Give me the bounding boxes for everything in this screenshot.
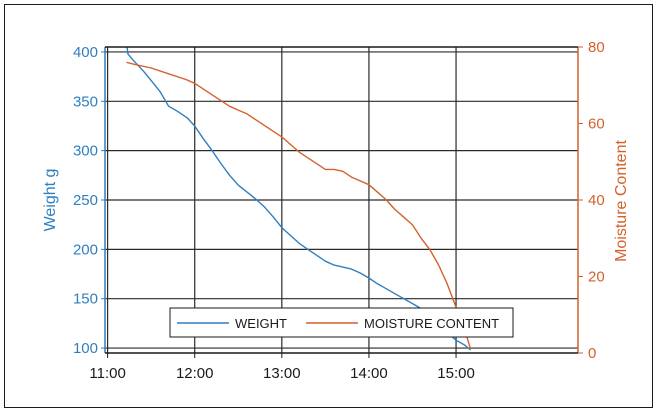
y-right-tick-label: 40: [588, 192, 605, 209]
y-right-tick-label: 60: [588, 116, 605, 133]
chart-frame: 11:00 12:00 13:00 14:00 15:00 100 150 200 250 300…: [4, 4, 653, 408]
series-line-moisture-content: [126, 61, 472, 350]
tick-labels: 11:00 12:00 13:00 14:00 15:00100150200250300…: [73, 39, 605, 382]
legend: WEIGHT MOISTURE CONTENT: [169, 307, 514, 338]
y-left-tick-label: 400: [73, 44, 98, 61]
x-tick-label: 13:00: [263, 365, 301, 382]
y-axis-left-title: Weight g: [42, 169, 59, 232]
y-axis-right-title: Moisture Content: [613, 140, 630, 262]
dual-axis-line-chart: 11:00 12:00 13:00 14:00 15:00100150200250300…: [42, 39, 630, 382]
series-lines: [126, 47, 472, 351]
series-line-weight: [126, 47, 472, 351]
x-tick-label: 15:00: [437, 365, 475, 382]
legend-label-moisture: MOISTURE CONTENT: [364, 316, 499, 331]
axes: [101, 46, 583, 358]
y-left-tick-label: 350: [73, 93, 98, 110]
y-left-tick-label: 150: [73, 291, 98, 308]
y-right-tick-label: 20: [588, 269, 605, 286]
y-left-tick-label: 250: [73, 192, 98, 209]
legend-label-weight: WEIGHT: [235, 316, 287, 331]
y-left-tick-label: 200: [73, 241, 98, 258]
y-right-tick-label: 80: [588, 39, 605, 56]
gridlines: [105, 47, 578, 353]
y-left-tick-label: 100: [73, 340, 98, 357]
x-tick-label: 11:00: [89, 365, 125, 382]
x-tick-label: 12:00: [176, 365, 214, 382]
y-left-tick-label: 300: [73, 143, 98, 160]
x-tick-label: 14:00: [350, 365, 388, 382]
y-right-tick-label: 0: [588, 345, 596, 362]
